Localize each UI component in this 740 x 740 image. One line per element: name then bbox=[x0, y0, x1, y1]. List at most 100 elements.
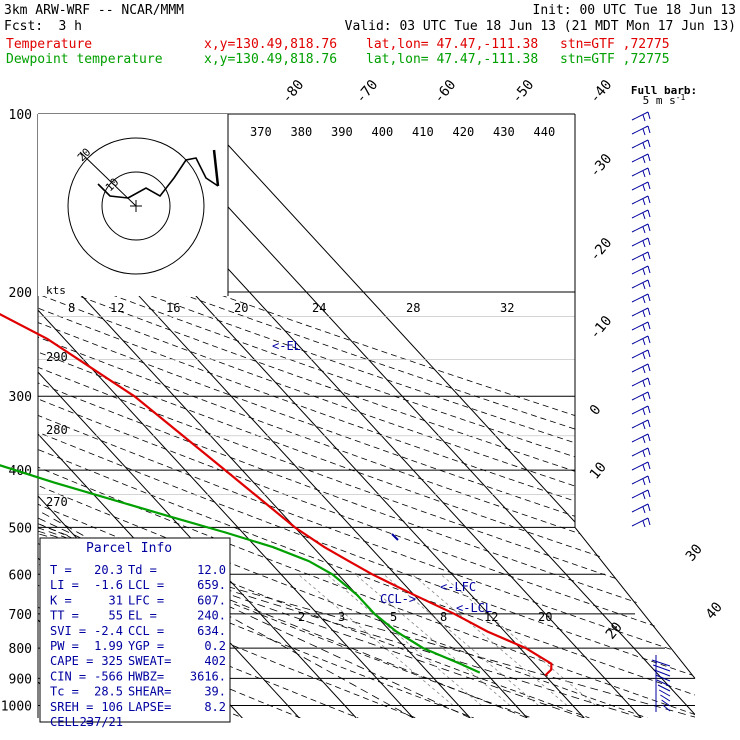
isotherm-label: -60 bbox=[431, 77, 460, 107]
el-marker: <-EL bbox=[272, 339, 301, 353]
wind-barb bbox=[631, 111, 649, 121]
isotherm-line bbox=[199, 114, 695, 718]
wind-barb bbox=[631, 517, 649, 527]
wind-barb-flag bbox=[647, 321, 651, 330]
wind-barb bbox=[631, 363, 649, 373]
wind-barb-flag bbox=[642, 184, 646, 192]
wind-barb-flag bbox=[642, 296, 646, 304]
wind-barb bbox=[631, 335, 649, 345]
wind-barb-flag bbox=[642, 338, 646, 346]
dry-adiabat bbox=[38, 114, 695, 718]
right-border bbox=[574, 114, 696, 679]
fullbarb-units: 5 m s-1 bbox=[643, 93, 686, 107]
parcel-value: 659. bbox=[197, 578, 226, 592]
init-time: Init: 00 UTC Tue 18 Jun 13 bbox=[533, 3, 737, 18]
wind-barb bbox=[656, 679, 671, 687]
dry-adiabat bbox=[38, 114, 695, 718]
wind-barb-flag bbox=[647, 195, 651, 204]
mixing-ratio-line bbox=[383, 573, 539, 706]
wind-barb bbox=[631, 167, 649, 177]
wind-barb bbox=[631, 461, 649, 471]
legend-name: Dewpoint temperature bbox=[6, 52, 163, 67]
isotherm-label: 20 bbox=[603, 619, 626, 642]
wind-barb-flag bbox=[647, 223, 651, 232]
isotherm-label: -10 bbox=[587, 313, 616, 343]
parcel-value: 1.99 bbox=[94, 639, 123, 653]
mixing-ratio-line bbox=[411, 573, 568, 706]
pressure-tick: 600 bbox=[9, 568, 32, 583]
wind-barb bbox=[631, 321, 649, 331]
wind-barb-flag bbox=[642, 142, 646, 150]
wind-barbs bbox=[631, 111, 671, 712]
hodo-trace bbox=[97, 157, 219, 199]
parcel-info-box: Parcel Info T = 20.3 Td = 12.0 LI = -1.6 LCL =… bbox=[39, 537, 231, 729]
wind-barb bbox=[631, 251, 649, 261]
parcel-value: 240. bbox=[197, 609, 226, 623]
temperature-trace bbox=[0, 313, 553, 677]
legend-coords: x,y=130.49,818.76 bbox=[204, 37, 337, 52]
parcel-value: -1.6 bbox=[94, 578, 123, 592]
wind-barb bbox=[651, 659, 671, 667]
parcel-key: Td = bbox=[128, 563, 157, 577]
theta-label: 270 bbox=[46, 495, 68, 509]
isotherm-label: -70 bbox=[353, 77, 382, 107]
parcel-title: Parcel Info bbox=[86, 541, 172, 556]
wind-barb-flag bbox=[642, 422, 646, 430]
wind-barb bbox=[631, 489, 649, 499]
wind-barb-flag bbox=[647, 419, 651, 428]
dry-adiabat bbox=[38, 114, 695, 718]
pressure-tick: 700 bbox=[9, 608, 32, 623]
wind-barb-flag bbox=[647, 251, 651, 260]
parcel-value: 634. bbox=[197, 624, 226, 638]
dry-adiabat bbox=[38, 114, 695, 718]
wind-barb bbox=[658, 689, 671, 697]
parcel-value: 402 bbox=[204, 654, 226, 668]
wind-barb-flag bbox=[642, 198, 646, 206]
wind-barb bbox=[661, 699, 671, 707]
theta-e-label: 400 bbox=[372, 125, 394, 139]
wind-barb bbox=[631, 195, 649, 205]
isotherm-label: 10 bbox=[587, 459, 610, 482]
wind-barb-flag bbox=[647, 517, 651, 526]
wind-barb-flag bbox=[642, 492, 646, 500]
mixing-ratio-label: 3 bbox=[338, 610, 345, 624]
upper-scale-label: 16 bbox=[166, 301, 180, 315]
parcel-value: -566 bbox=[94, 669, 123, 683]
parcel-key: CCL = bbox=[128, 624, 164, 638]
parcel-value: 20.3 bbox=[94, 563, 123, 577]
wind-barb-flag bbox=[647, 307, 651, 316]
mixing-ratio-line bbox=[440, 573, 596, 706]
wind-barb-flag bbox=[647, 349, 651, 358]
parcel-key: PW = bbox=[50, 639, 79, 653]
wind-barb-flag bbox=[647, 125, 651, 134]
wind-barb-flag bbox=[642, 212, 646, 220]
isotherm-label: -50 bbox=[509, 77, 538, 107]
isotherm-line bbox=[142, 114, 695, 718]
parcel-value: 28.5 bbox=[94, 685, 123, 699]
legend-station: stn=GTF ,72775 bbox=[560, 37, 670, 52]
dry-adiabat bbox=[38, 114, 417, 718]
wind-barb-flag bbox=[642, 128, 646, 136]
parcel-key: TT = bbox=[50, 609, 79, 623]
model-title: 3km ARW-WRF -- NCAR/MMM bbox=[4, 3, 184, 18]
wind-barb bbox=[631, 433, 649, 443]
theta-e-label: 390 bbox=[331, 125, 353, 139]
isotherm-line bbox=[38, 114, 357, 718]
wind-barb-flag bbox=[647, 377, 651, 386]
lcl-arrow bbox=[391, 533, 399, 541]
wind-barb-flag bbox=[642, 282, 646, 290]
hodo-units: kts bbox=[46, 284, 66, 297]
wind-barb-flag bbox=[642, 226, 646, 234]
wind-barb-flag bbox=[647, 405, 651, 414]
wind-barb-flag bbox=[642, 520, 646, 528]
wind-barb bbox=[631, 293, 649, 303]
parcel-key: CIN = bbox=[50, 669, 86, 683]
upper-scale-label: 24 bbox=[312, 301, 326, 315]
isotherm-label: -20 bbox=[587, 235, 616, 265]
wind-barb bbox=[631, 503, 649, 513]
wind-barb-flag bbox=[647, 265, 651, 274]
theta-e-label: 380 bbox=[291, 125, 313, 139]
wind-barb-flag bbox=[647, 167, 651, 176]
